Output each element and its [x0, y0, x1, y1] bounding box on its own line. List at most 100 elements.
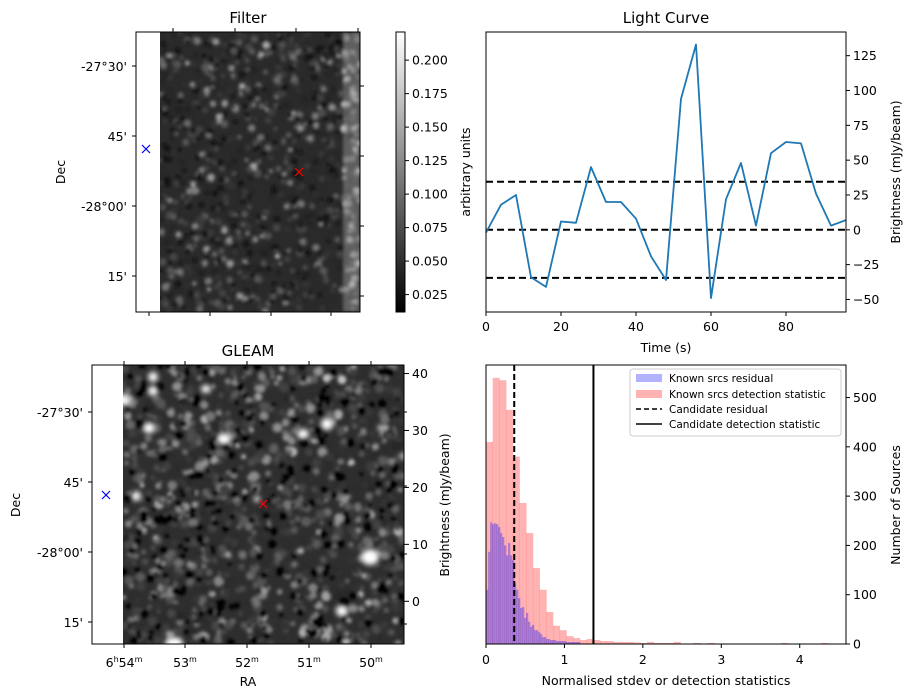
filter-noise-speck — [236, 143, 245, 152]
gleam-noise-speck — [200, 401, 209, 410]
gleam-noise-speck — [123, 532, 130, 543]
gleam-noise-speck — [287, 454, 293, 459]
histogram-xtick-label: 2 — [639, 652, 647, 667]
histogram-bar — [512, 560, 515, 644]
gleam-noise-speck — [174, 558, 184, 568]
gleam-noise-speck — [235, 443, 240, 448]
filter-noise-speck — [324, 299, 328, 303]
histogram-bar — [499, 380, 507, 644]
gleam-noise-speck — [195, 576, 202, 584]
histogram-xtick-label: 3 — [717, 652, 725, 667]
gleam-noise-speck — [315, 490, 324, 499]
gleam-noise-speck — [173, 517, 179, 523]
filter-noise-speck — [286, 208, 290, 212]
filter-noise-speck — [263, 213, 267, 217]
filter-noise-speck — [262, 251, 268, 257]
filter-noise-speck — [286, 179, 294, 186]
gleam-noise-speck — [185, 532, 191, 538]
gleam-noise-speck — [339, 582, 344, 587]
gleam-noise-speck — [260, 572, 267, 580]
filter-noise-speck — [182, 98, 187, 103]
gleam-noise-speck — [323, 540, 333, 550]
filter-noise-speck — [291, 201, 297, 206]
gleam-noise-speck — [329, 630, 337, 639]
gleam-noise-speck — [234, 426, 241, 433]
gleam-bright-source — [165, 637, 183, 644]
filter-noise-speck — [160, 78, 166, 84]
gleam-colorbar-tick-label: 40 — [412, 366, 428, 381]
filter-noise-speck — [336, 62, 344, 70]
filter-noise-speck — [283, 160, 289, 165]
gleam-ytick-label: 45' — [64, 475, 83, 490]
filter-noise-speck — [281, 84, 287, 89]
filter-noise-speck — [235, 177, 240, 182]
gleam-noise-speck — [323, 623, 329, 629]
filter-noise-speck — [321, 256, 326, 261]
gleam-noise-speck — [177, 543, 183, 549]
gleam-noise-speck — [329, 575, 335, 581]
filter-noise-speck — [285, 32, 291, 37]
gleam-noise-speck — [354, 569, 359, 574]
gleam-noise-speck — [166, 596, 175, 605]
gleam-noise-speck — [391, 417, 398, 424]
gleam-noise-speck — [158, 439, 164, 445]
filter-noise-speck — [170, 52, 177, 59]
filter-noise-speck — [202, 134, 206, 139]
gleam-noise-speck — [290, 526, 298, 534]
gleam-noise-speck — [216, 598, 226, 608]
histogram-bar — [532, 624, 535, 644]
filter-noise-speck — [330, 52, 334, 56]
colorbar-tick-label: 0.150 — [412, 120, 448, 135]
gleam-noise-speck — [268, 443, 279, 454]
filter-noise-speck — [298, 150, 303, 155]
gleam-noise-speck — [250, 541, 255, 546]
gleam-noise-speck — [342, 638, 350, 644]
histogram-bar — [566, 642, 569, 644]
gleam-bright-source — [321, 418, 333, 430]
gleam-noise-speck — [226, 638, 235, 644]
gleam-noise-speck — [348, 459, 355, 466]
filter-noise-speck — [201, 237, 206, 242]
gleam-noise-speck — [179, 553, 187, 561]
gleam-noise-speck — [218, 544, 227, 553]
filter-noise-speck — [163, 176, 170, 183]
filter-noise-speck — [170, 291, 175, 296]
gleam-noise-speck — [368, 401, 375, 408]
gleam-noise-speck — [140, 380, 147, 387]
filter-red-marker — [294, 167, 304, 177]
filter-noise-speck — [230, 46, 239, 55]
gleam-noise-speck — [297, 595, 303, 601]
filter-noise-speck — [338, 245, 345, 251]
filter-noise-speck — [220, 120, 229, 128]
gleam-noise-speck — [218, 421, 226, 429]
gleam-noise-speck — [270, 566, 278, 575]
gleam-noise-speck — [376, 465, 384, 473]
light-curve-xtick-label: 20 — [553, 319, 569, 334]
filter-noise-speck — [336, 177, 341, 182]
gleam-noise-speck — [348, 603, 358, 613]
gleam-noise-speck — [291, 553, 297, 559]
gleam-noise-speck — [186, 456, 193, 463]
gleam-noise-speck — [398, 563, 404, 571]
filter-noise-speck — [243, 299, 248, 305]
gleam-noise-speck — [297, 547, 304, 555]
filter-noise-speck — [216, 118, 222, 124]
gleam-noise-speck — [150, 592, 158, 600]
filter-noise-speck — [326, 239, 331, 243]
gleam-noise-speck — [316, 409, 325, 418]
gleam-noise-speck — [229, 513, 236, 520]
gleam-noise-speck — [204, 369, 211, 376]
filter-noise-speck — [255, 96, 261, 102]
filter-noise-speck — [282, 293, 286, 297]
filter-noise-speck — [202, 54, 206, 58]
filter-noise-speck — [254, 263, 259, 268]
gleam-noise-speck — [182, 449, 189, 456]
filter-noise-speck — [307, 119, 314, 126]
filter-noise-speck — [244, 98, 249, 102]
filter-noise-speck — [326, 178, 330, 182]
filter-noise-speck — [175, 120, 180, 125]
gleam-noise-speck — [267, 639, 274, 644]
gleam-noise-speck — [338, 404, 343, 409]
gleam-noise-speck — [197, 375, 203, 381]
gleam-noise-speck — [349, 379, 357, 386]
